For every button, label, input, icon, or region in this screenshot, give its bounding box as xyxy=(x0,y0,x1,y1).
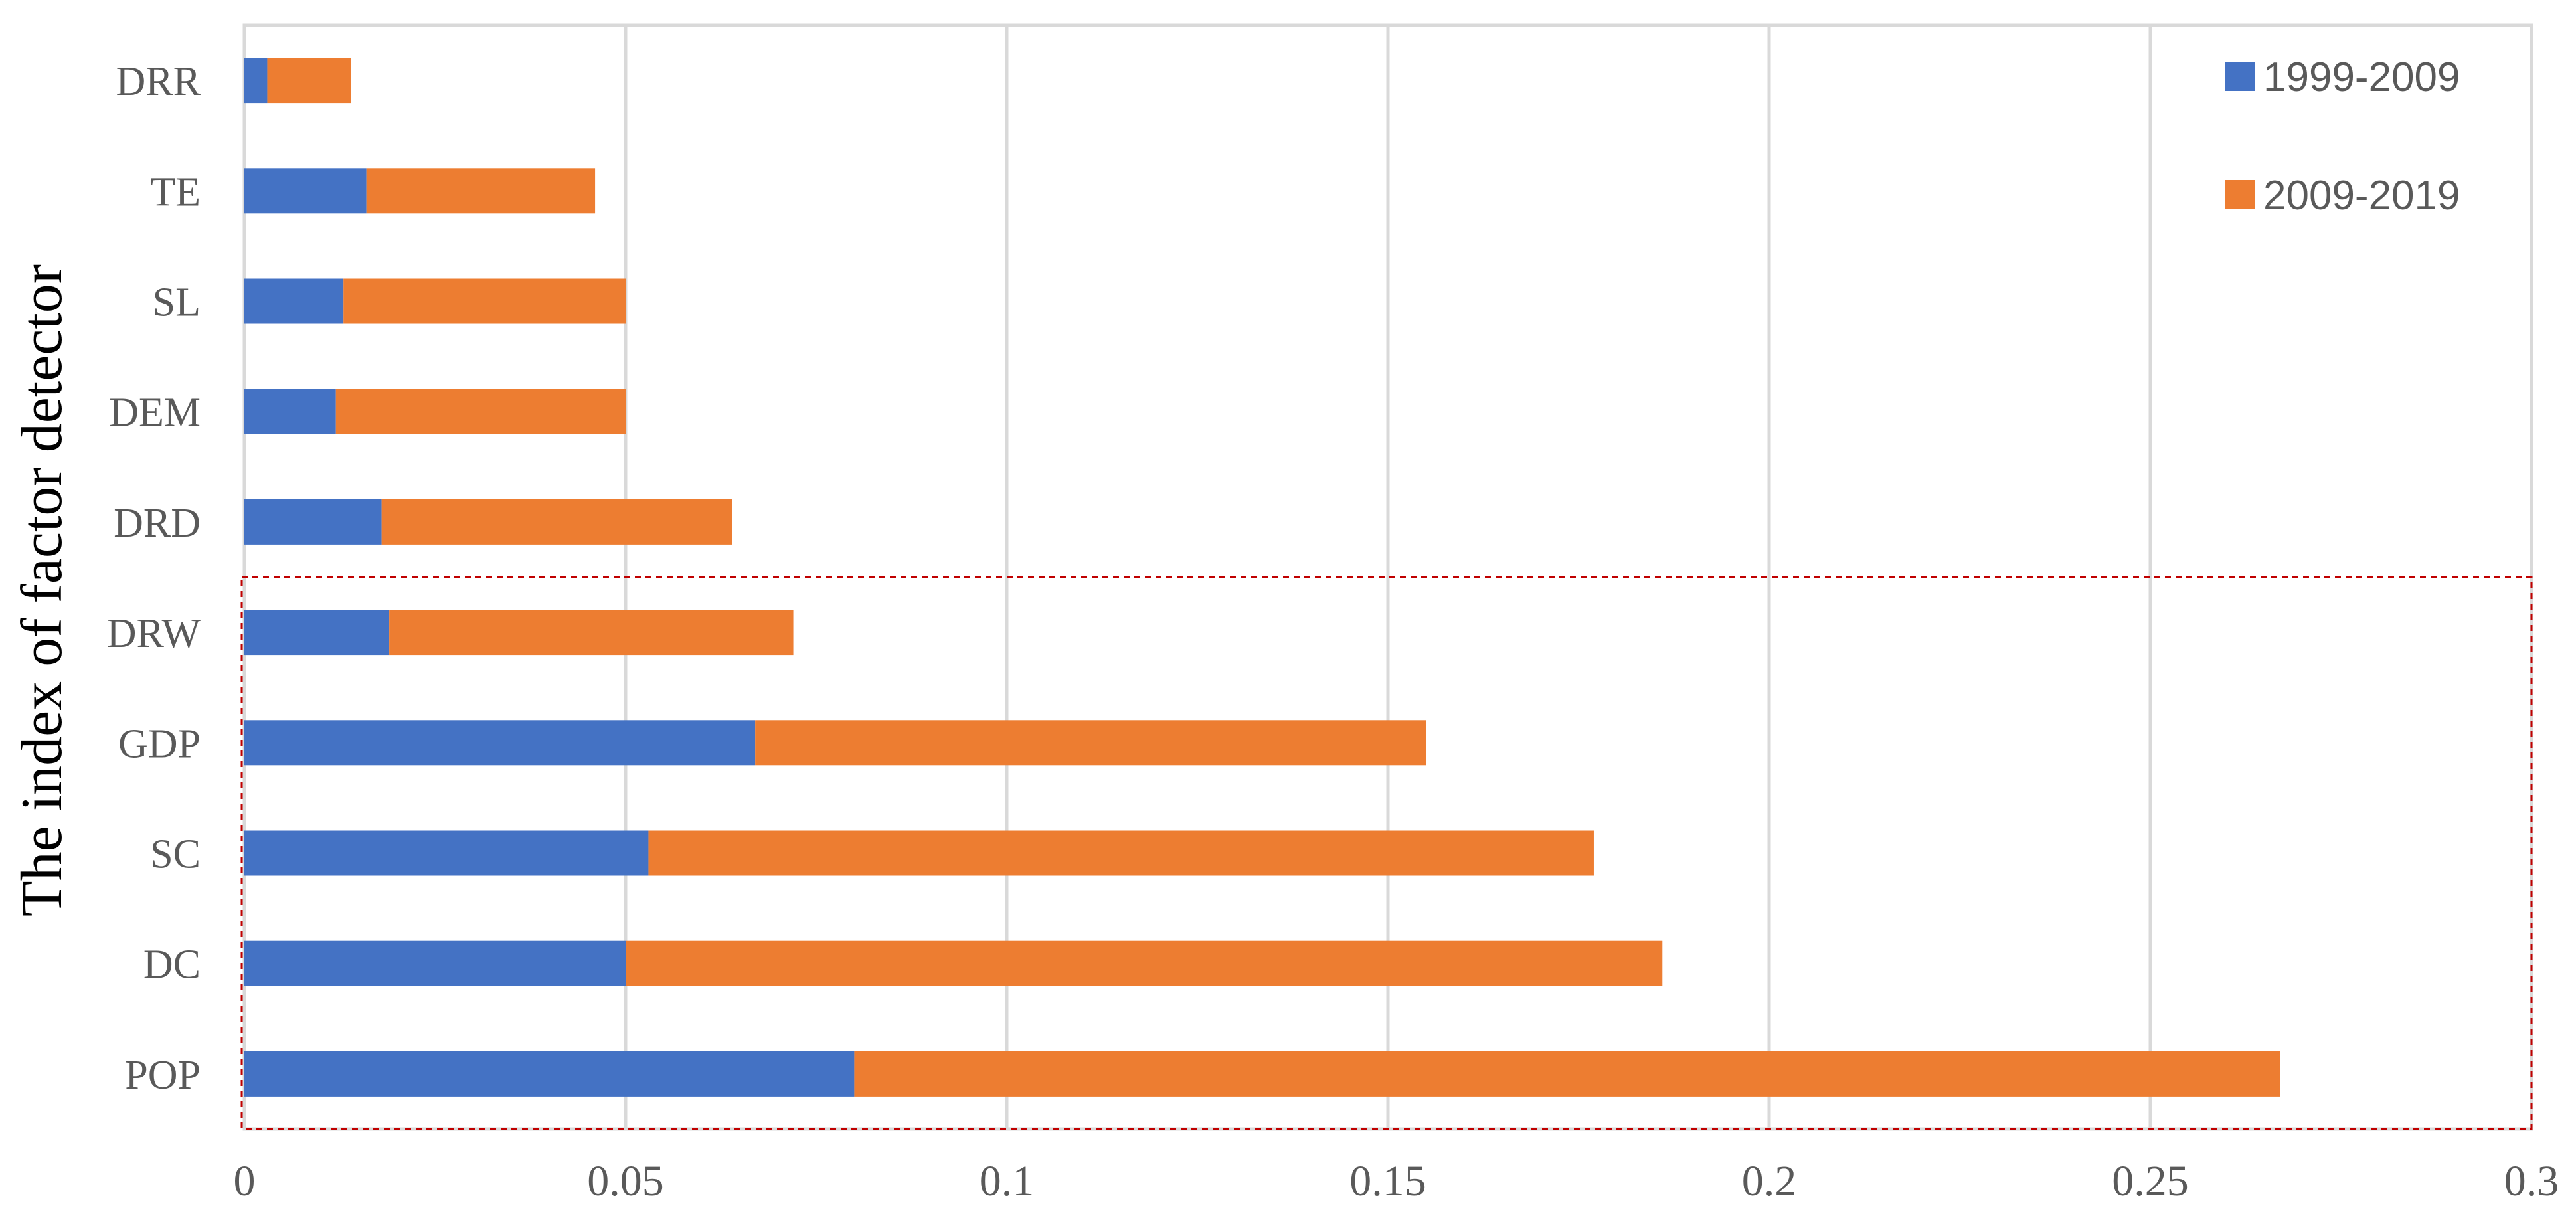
bar-drr-2009-2019 xyxy=(267,58,351,104)
x-tick-labels: 0 0.05 0.1 0.15 0.2 0.25 0.3 xyxy=(234,1157,2559,1205)
bar-gdp-2009-2019 xyxy=(755,720,1426,766)
bar-dem-2009-2019 xyxy=(335,389,626,434)
highlight-box-group xyxy=(240,576,2533,1130)
y-tick-label-gdp: GDP xyxy=(118,721,201,766)
y-tick-label-drd: DRD xyxy=(114,501,201,546)
legend-swatch-1999-2009 xyxy=(2225,62,2255,91)
y-tick-label-te: TE xyxy=(150,169,201,215)
y-tick-label-drw: DRW xyxy=(107,611,201,656)
y-tick-label-pop: POP xyxy=(125,1053,201,1098)
x-tick-label: 0.25 xyxy=(2112,1157,2189,1205)
y-tick-label-dc: DC xyxy=(143,942,201,988)
bar-te-1999-2009 xyxy=(244,168,367,214)
bar-sc-2009-2019 xyxy=(648,830,1594,876)
x-tick-label: 0 xyxy=(234,1157,256,1205)
x-tick-label: 0.15 xyxy=(1349,1157,1426,1205)
bar-sl-2009-2019 xyxy=(343,278,626,324)
bar-sc-1999-2009 xyxy=(244,830,649,876)
bar-sl-1999-2009 xyxy=(244,278,344,324)
bar-dc-2009-2019 xyxy=(626,940,1663,986)
bars xyxy=(244,58,2280,1097)
bar-drw-2009-2019 xyxy=(389,610,794,656)
bar-dem-1999-2009 xyxy=(244,389,336,434)
x-tick-label: 0.1 xyxy=(980,1157,1035,1205)
y-tick-label-drr: DRR xyxy=(116,59,201,104)
x-tick-label: 0.2 xyxy=(1742,1157,1797,1205)
bar-drw-1999-2009 xyxy=(244,610,390,656)
y-tick-labels: POP DC SC GDP DRW DRD DEM SL TE DRR xyxy=(107,59,201,1098)
bar-dc-1999-2009 xyxy=(244,940,626,986)
x-tick-label: 0.3 xyxy=(2504,1157,2559,1205)
y-tick-label-sc: SC xyxy=(150,832,201,877)
legend-label-2009-2019: 2009-2019 xyxy=(2263,173,2460,219)
bar-pop-2009-2019 xyxy=(854,1051,2280,1097)
bar-drr-1999-2009 xyxy=(244,58,268,104)
bar-drd-1999-2009 xyxy=(244,499,382,545)
y-tick-label-sl: SL xyxy=(153,280,201,325)
bar-te-2009-2019 xyxy=(366,168,596,214)
highlight-box xyxy=(240,576,2533,1130)
legend: 1999-2009 2009-2019 xyxy=(2225,54,2460,219)
bar-gdp-1999-2009 xyxy=(244,720,756,766)
legend-label-1999-2009: 1999-2009 xyxy=(2263,54,2460,100)
bar-drd-2009-2019 xyxy=(381,499,732,545)
bar-pop-1999-2009 xyxy=(244,1051,855,1097)
x-tick-label: 0.05 xyxy=(587,1157,664,1205)
legend-swatch-2009-2019 xyxy=(2225,180,2255,209)
y-axis-label: The index of factor detector xyxy=(10,264,74,917)
y-tick-label-dem: DEM xyxy=(109,391,201,436)
